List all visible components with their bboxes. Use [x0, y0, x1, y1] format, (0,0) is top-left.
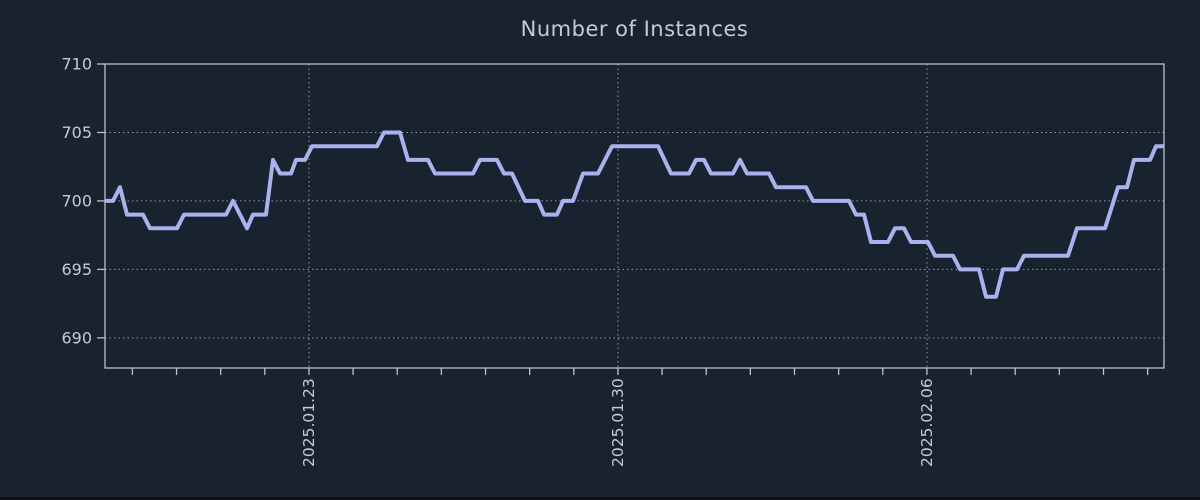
y-tick-label: 710 [61, 54, 92, 73]
series-line-instances [105, 130, 1164, 299]
x-tick-label: 2025.01.30 [609, 378, 627, 467]
y-tick-label: 700 [61, 191, 92, 210]
plot-frame [104, 63, 1165, 369]
y-tick-label: 705 [61, 123, 92, 142]
x-tick-label: 2025.02.06 [918, 378, 936, 467]
y-tick-label: 690 [61, 328, 92, 347]
y-tick-label: 695 [61, 260, 92, 279]
x-tick-label: 2025.01.23 [300, 378, 318, 467]
chart-title: Number of Instances [520, 17, 749, 41]
bottom-edge-strip [0, 497, 1200, 500]
